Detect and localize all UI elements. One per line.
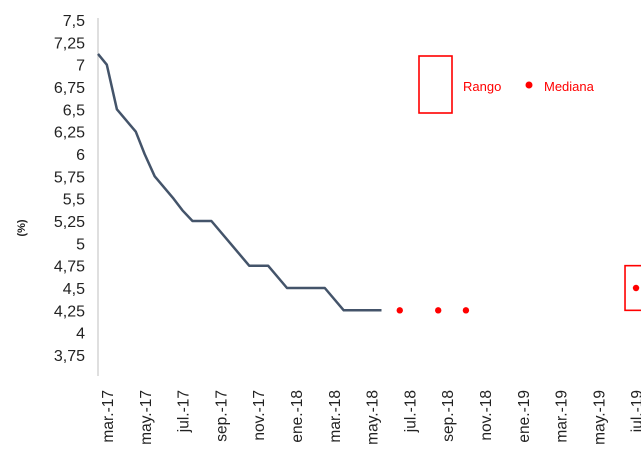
y-tick-label: 5,75 [54,169,85,186]
x-tick-label: may.-19 [591,390,608,445]
legend-range-swatch [418,55,453,114]
x-tick-label: mar.-17 [100,390,117,443]
y-tick-label: 6,5 [63,102,85,119]
y-tick-label: 6,25 [54,125,85,142]
median-point [396,307,403,314]
x-tick-label: nov.-18 [478,390,495,441]
median-point [462,307,470,314]
x-tick-label: jul.-17 [176,390,193,433]
y-tick-label: 5,25 [54,214,85,231]
legend-range-label: Rango [463,79,501,94]
x-tick-label: sep.-17 [213,390,230,442]
y-axis-label: (%) [16,219,28,236]
median-point [632,284,640,292]
x-tick-label: nov.-17 [251,390,268,441]
legend-median-swatch [525,81,533,89]
y-tick-label: 4,25 [54,303,85,320]
legend-median-label: Mediana [544,79,595,94]
median-point [435,307,442,314]
x-tick-label: jul.-19 [629,390,641,433]
y-tick-label: 4,75 [54,259,85,276]
range-box [624,264,641,312]
y-tick-label: 6,75 [54,80,85,97]
x-tick-label: mar.-19 [554,390,571,443]
x-tick-label: may.-17 [138,390,155,445]
y-tick-label: 7,5 [63,13,85,30]
y-tick-label: 6 [76,147,85,164]
x-tick-label: ene.-19 [516,390,533,443]
y-tick-labels: 7,5 7,25 7 6,75 6,5 6,25 6 5,75 5,5 5,25 5 4,75 4,5 4… [54,13,85,365]
x-tick-label: ene.-18 [289,390,306,443]
legend: Rango Mediana [418,55,595,114]
x-tick-label: sep.-18 [440,390,457,442]
x-tick-label: jul.-18 [402,390,419,433]
y-tick-label: 5,5 [63,192,85,209]
x-tick-label: may.-18 [365,390,382,445]
y-tick-label: 7 [76,58,85,75]
y-tick-label: 3,75 [54,348,85,365]
x-tick-labels: mar.-17 may.-17 jul.-17 sep.-17 nov.-17 ene.-… [100,390,641,445]
series-layer [97,53,641,314]
policy-rate-line [97,53,382,312]
y-tick-label: 7,25 [54,35,85,52]
y-tick-label: 4 [76,326,85,343]
y-tick-label: 5 [76,236,85,253]
x-tick-label: mar.-18 [327,390,344,443]
y-tick-label: 4,5 [63,281,85,298]
